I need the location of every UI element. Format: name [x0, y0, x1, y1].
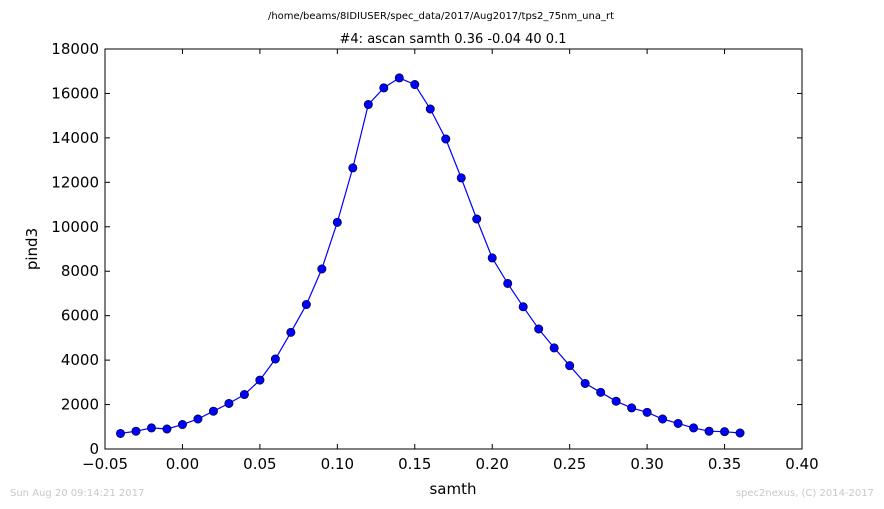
data-point — [177, 420, 187, 430]
data-point — [193, 414, 203, 424]
footer-credit: spec2nexus, (C) 2014-2017 — [735, 488, 874, 499]
data-point — [224, 398, 234, 408]
y-tick-label: 8000 — [61, 262, 99, 280]
data-point — [534, 324, 544, 334]
data-point — [518, 302, 528, 312]
data-point — [673, 418, 683, 428]
data-point — [704, 426, 714, 436]
x-tick-label: 0.20 — [476, 455, 509, 473]
series-line — [120, 77, 741, 434]
data-point — [596, 387, 606, 397]
x-tick-label: 0.30 — [630, 455, 663, 473]
data-point — [425, 104, 435, 114]
y-tick-label: 12000 — [51, 173, 99, 191]
data-point — [689, 423, 699, 433]
plot-frame — [104, 48, 803, 450]
y-tick-label: 2000 — [61, 396, 99, 414]
data-point — [301, 300, 311, 310]
data-point — [503, 278, 513, 288]
x-tick-label: 0.05 — [243, 455, 276, 473]
data-point — [394, 73, 404, 83]
data-point — [549, 343, 559, 353]
data-point — [642, 407, 652, 417]
data-point — [162, 424, 172, 434]
chart-title: #4: ascan samth 0.36 -0.04 40 0.1 — [340, 32, 567, 47]
data-point — [441, 134, 451, 144]
x-tick-label: −0.05 — [82, 455, 128, 473]
y-tick-label: 4000 — [61, 351, 99, 369]
x-tick-label: 0.35 — [708, 455, 741, 473]
data-point — [286, 327, 296, 337]
data-point — [239, 390, 249, 400]
data-point — [487, 253, 497, 263]
data-point — [255, 375, 265, 385]
data-point — [611, 396, 621, 406]
data-point — [363, 100, 373, 110]
data-point — [208, 406, 218, 416]
data-point — [472, 214, 482, 224]
x-tick-label: 0.25 — [553, 455, 586, 473]
data-point — [565, 361, 575, 371]
data-point — [332, 217, 342, 227]
chart-subtitle: /home/beams/8IDIUSER/spec_data/2017/Aug2… — [268, 11, 614, 22]
data-point — [146, 423, 156, 433]
data-point — [410, 80, 420, 90]
x-tick-label: 0.40 — [785, 455, 818, 473]
data-point — [580, 378, 590, 388]
data-point — [456, 173, 466, 183]
data-point — [735, 428, 745, 438]
data-point — [115, 428, 125, 438]
x-axis-label: samth — [429, 480, 476, 498]
y-tick-label: 16000 — [51, 84, 99, 102]
footer-timestamp: Sun Aug 20 09:14:21 2017 — [10, 488, 145, 499]
data-point — [317, 264, 327, 274]
data-point — [131, 426, 141, 436]
data-point — [348, 163, 358, 173]
y-tick-label: 10000 — [51, 218, 99, 236]
y-tick-label: 6000 — [61, 307, 99, 325]
y-tick-label: 18000 — [51, 40, 99, 58]
data-point — [270, 354, 280, 364]
x-tick-label: 0.10 — [321, 455, 354, 473]
x-tick-label: 0.15 — [398, 455, 431, 473]
data-point — [627, 403, 637, 413]
data-point — [379, 83, 389, 93]
y-tick-label: 14000 — [51, 129, 99, 147]
y-axis-label: pind3 — [23, 228, 41, 270]
data-point — [658, 414, 668, 424]
data-point — [720, 427, 730, 437]
y-tick-label: 0 — [89, 440, 99, 458]
x-tick-label: 0.00 — [166, 455, 199, 473]
